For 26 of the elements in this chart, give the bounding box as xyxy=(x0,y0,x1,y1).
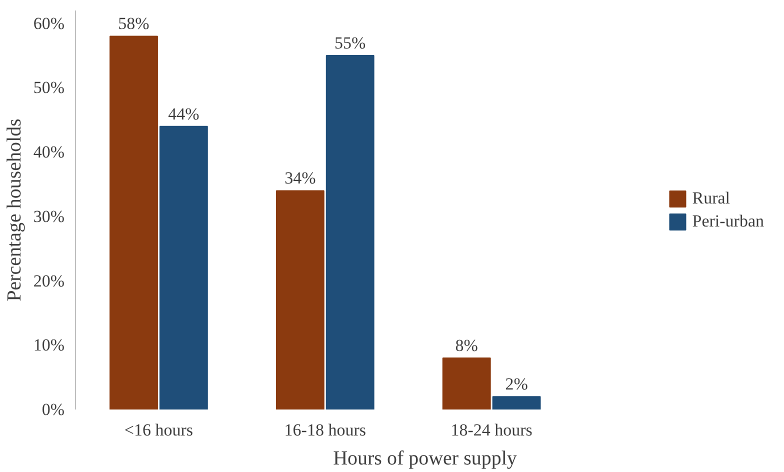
y-tick-label: 40% xyxy=(33,142,65,162)
bar xyxy=(442,358,491,410)
y-axis-title: Percentage households xyxy=(3,118,26,302)
y-tick-label: 10% xyxy=(33,336,65,355)
legend-label: Peri-urban xyxy=(692,211,764,231)
y-tick-label: 60% xyxy=(33,14,65,33)
x-axis-title: Hours of power supply xyxy=(333,448,517,470)
data-label: 58% xyxy=(118,14,150,34)
bar xyxy=(159,126,208,410)
bar xyxy=(492,396,541,410)
data-label: 8% xyxy=(455,336,478,356)
x-tick-label: <16 hours xyxy=(124,420,194,440)
x-tick-label: 18-24 hours xyxy=(450,420,532,440)
y-tick-label: 20% xyxy=(33,271,65,290)
data-label: 2% xyxy=(505,374,528,394)
bar xyxy=(326,55,374,410)
data-label: 44% xyxy=(168,104,200,124)
y-tick-label: 0% xyxy=(42,400,65,419)
legend-label: Rural xyxy=(692,188,730,208)
data-label: 55% xyxy=(334,34,366,53)
bar xyxy=(276,190,324,410)
bar xyxy=(110,36,158,410)
y-tick-label: 50% xyxy=(33,78,65,98)
x-tick-label: 16-18 hours xyxy=(284,420,366,440)
data-label: 34% xyxy=(284,168,316,188)
y-tick-label: 30% xyxy=(33,206,65,226)
